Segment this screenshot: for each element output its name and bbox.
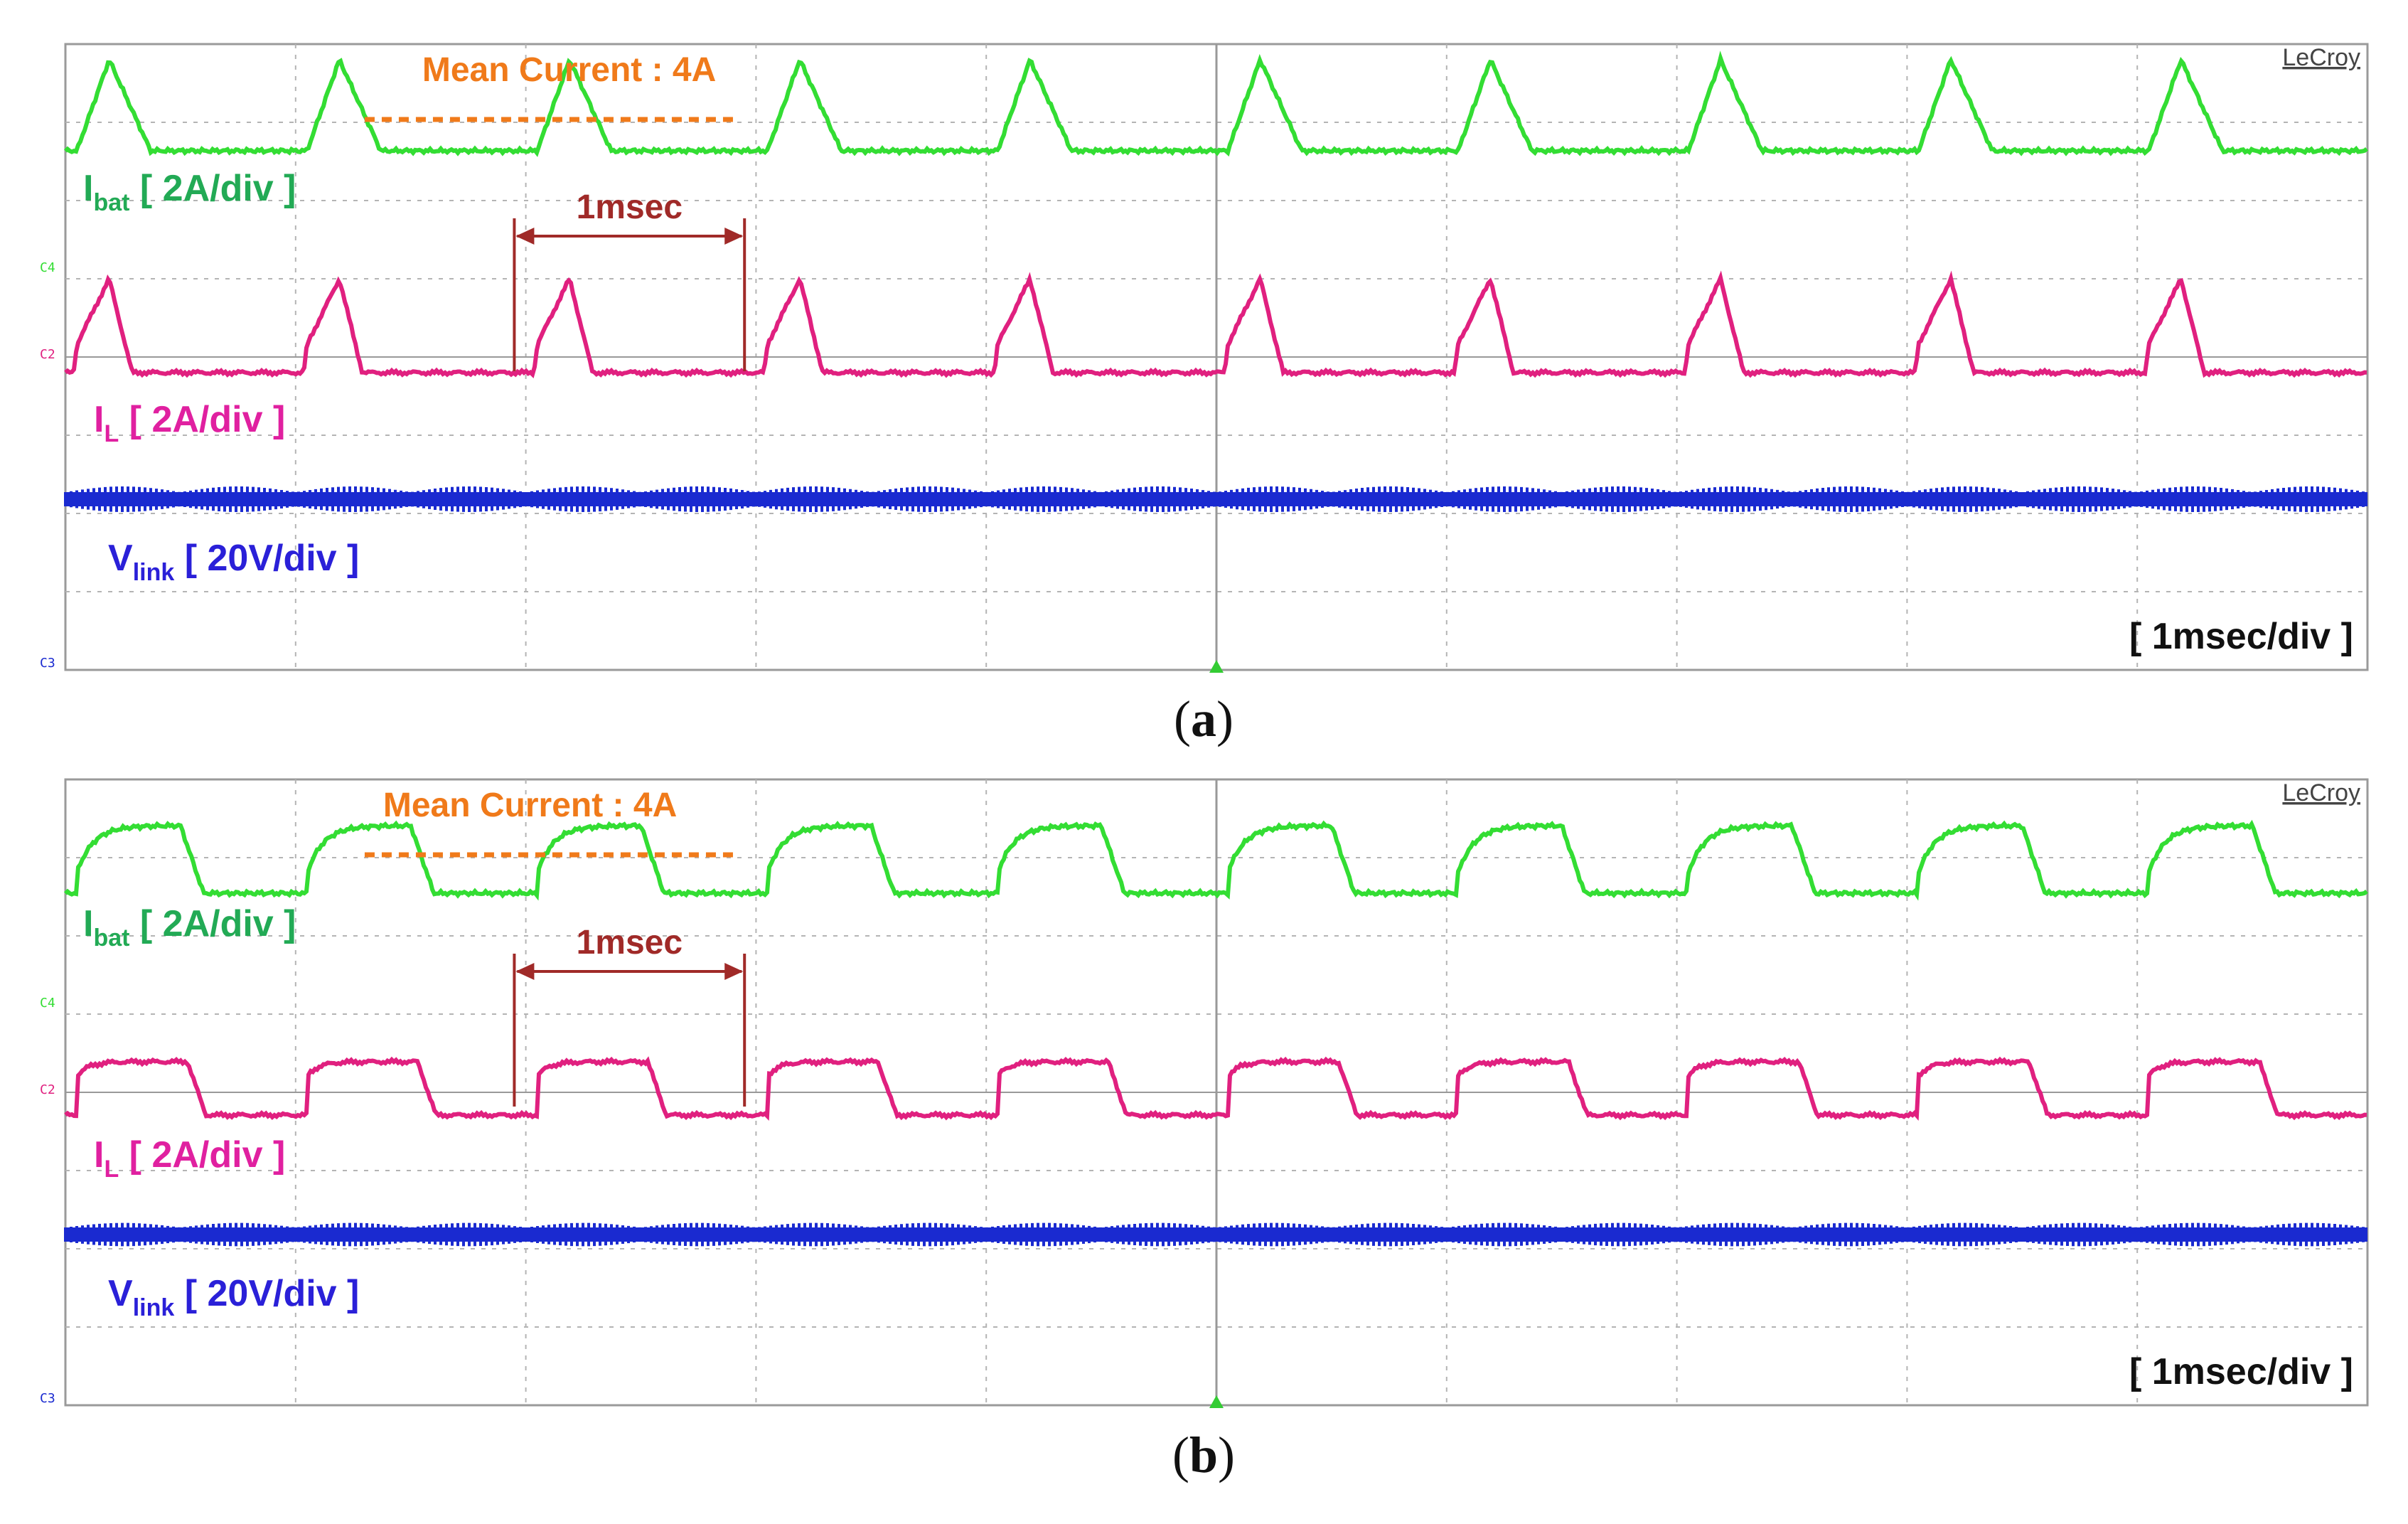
period-arrow-head-right	[724, 228, 744, 245]
channel-c2-label: C2	[40, 347, 55, 362]
caption-close-paren: )	[1218, 1427, 1235, 1483]
period-arrow-head-right	[724, 963, 744, 980]
vlink-label-main: V	[108, 538, 133, 579]
il-label: IL [ 2A/div ]	[94, 399, 285, 447]
channel-c4-label: C4	[40, 260, 55, 275]
ibat-label-scale: [ 2A/div ]	[129, 168, 296, 209]
il-label-main: I	[94, 399, 104, 440]
timebase-label: [ 1msec/div ]	[2129, 1351, 2353, 1392]
vlink-label-scale: [ 20V/div ]	[174, 538, 359, 579]
panel-b: C4 C2 C3 LeCroy Mean Current : 4A Ibat [ 2A/d…	[40, 778, 2369, 1483]
ibat-label-sub: bat	[93, 924, 129, 952]
vlink-label-sub: link	[133, 559, 175, 586]
period-arrow-head-left	[515, 963, 535, 980]
panel-a: C4 C2 C3 LeCroy Mean Current : 4A Ibat [ 2A/d…	[40, 43, 2369, 747]
panel-caption: (b)	[1172, 1427, 1235, 1483]
period-label: 1msec	[577, 188, 683, 226]
caption-open-paren: (	[1174, 691, 1191, 747]
ibat-label: Ibat [ 2A/div ]	[83, 903, 296, 952]
lecroy-brand: LeCroy	[2282, 44, 2360, 71]
vlink-ripple	[64, 1222, 2365, 1247]
caption-close-paren: )	[1216, 691, 1234, 747]
ibat-label-scale: [ 2A/div ]	[129, 903, 296, 944]
il-label-sub: L	[104, 1156, 119, 1183]
trigger-marker	[1209, 660, 1224, 673]
lecroy-brand: LeCroy	[2282, 779, 2360, 806]
ibat-label-sub: bat	[93, 189, 129, 216]
mean-current-label: Mean Current : 4A	[383, 787, 677, 824]
caption-letter: a	[1191, 691, 1216, 747]
channel-c3-label: C3	[40, 1391, 55, 1406]
caption-letter: b	[1189, 1427, 1218, 1483]
il-trace	[64, 270, 2367, 379]
timebase-label: [ 1msec/div ]	[2129, 616, 2353, 657]
ibat-label-main: I	[83, 168, 93, 209]
caption-open-paren: (	[1172, 1427, 1189, 1483]
il-trace	[64, 1056, 2367, 1121]
trigger-marker	[1209, 1395, 1224, 1408]
mean-current-label: Mean Current : 4A	[422, 51, 716, 89]
vlink-ripple	[64, 486, 2365, 512]
channel-c4-label: C4	[40, 996, 55, 1011]
period-arrow-head-left	[515, 228, 535, 245]
vlink-label-scale: [ 20V/div ]	[174, 1273, 359, 1314]
period-label: 1msec	[577, 924, 683, 961]
ibat-label: Ibat [ 2A/div ]	[83, 168, 296, 216]
il-label-scale: [ 2A/div ]	[119, 1134, 285, 1176]
vlink-label-sub: link	[133, 1294, 175, 1321]
panel-caption: (a)	[1174, 691, 1234, 747]
il-label-main: I	[94, 1134, 104, 1176]
ibat-label-main: I	[83, 903, 93, 944]
ibat-trace	[63, 50, 2368, 157]
vlink-label: Vlink [ 20V/div ]	[108, 538, 359, 586]
ibat-trace	[63, 819, 2368, 901]
il-label-sub: L	[104, 420, 119, 447]
il-label-scale: [ 2A/div ]	[119, 399, 285, 440]
vlink-label: Vlink [ 20V/div ]	[108, 1273, 359, 1321]
il-label: IL [ 2A/div ]	[94, 1134, 285, 1183]
channel-c2-label: C2	[40, 1082, 55, 1097]
vlink-label-main: V	[108, 1273, 133, 1314]
channel-c3-label: C3	[40, 656, 55, 671]
